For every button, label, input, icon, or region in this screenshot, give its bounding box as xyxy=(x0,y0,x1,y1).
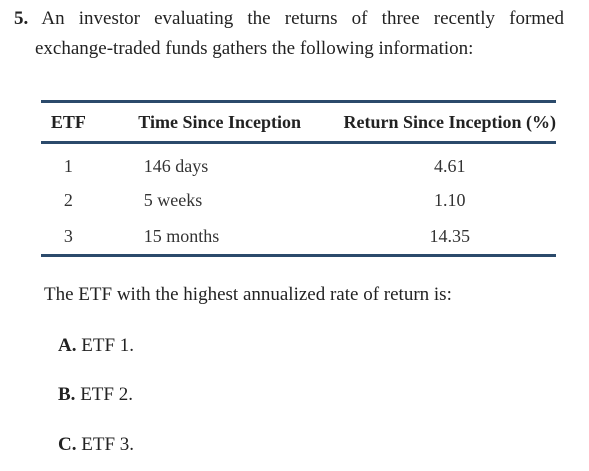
choice-text: ETF 3. xyxy=(81,434,135,455)
table-row: 3 15 months 14.35 xyxy=(41,218,556,256)
header-time-since-inception: Time Since Inception xyxy=(138,111,301,132)
etf-data-table: ETF Time Since Inception Return Since In… xyxy=(41,100,556,257)
answer-choice-c[interactable]: C. ETF 3. xyxy=(58,434,134,456)
cell-return: 14.35 xyxy=(429,225,471,246)
cell-time: 15 months xyxy=(143,225,220,246)
question-number: 5. xyxy=(14,8,29,29)
question-text-line-2: exchange-traded funds gathers the follow… xyxy=(35,38,474,59)
table-row: 2 5 weeks 1.10 xyxy=(41,182,556,218)
answer-choice-b[interactable]: B. ETF 2. xyxy=(58,384,133,406)
cell-time: 5 weeks xyxy=(143,189,203,210)
cell-time: 146 days xyxy=(143,155,209,176)
cell-etf: 2 xyxy=(63,189,73,210)
header-etf: ETF xyxy=(50,111,86,132)
question-line-1: 5. An investor evaluating the returns of… xyxy=(14,4,564,34)
question-prompt: The ETF with the highest annualized rate… xyxy=(44,284,452,305)
question-text-line-1: An investor evaluating the returns of th… xyxy=(41,8,564,29)
header-return-since-inception: Return Since Inception (%) xyxy=(343,111,557,132)
answer-choice-a[interactable]: A. ETF 1. xyxy=(58,335,134,357)
choice-letter: A. xyxy=(58,335,77,356)
choice-text: ETF 2. xyxy=(80,384,133,405)
choice-letter: B. xyxy=(58,384,76,405)
cell-return: 4.61 xyxy=(434,155,466,176)
question-stem: 5. An investor evaluating the returns of… xyxy=(14,4,564,64)
choice-text: ETF 1. xyxy=(81,335,135,356)
cell-etf: 1 xyxy=(63,155,73,176)
cell-return: 1.10 xyxy=(434,189,466,210)
table-row: 1 146 days 4.61 xyxy=(41,143,556,183)
choice-letter: C. xyxy=(58,434,77,455)
cell-etf: 3 xyxy=(63,225,73,246)
table-header-row: ETF Time Since Inception Return Since In… xyxy=(41,101,557,143)
